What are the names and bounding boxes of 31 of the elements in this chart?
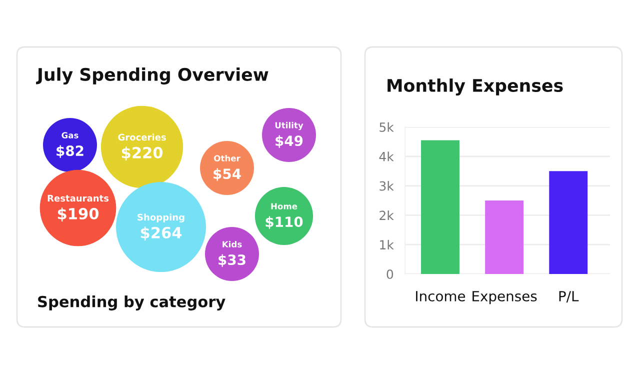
x-tick-label: P/L bbox=[559, 291, 579, 303]
chart-title: Monthly Expenses bbox=[388, 78, 563, 96]
x-tick-label: Income bbox=[416, 291, 466, 302]
text: July Spending Overview bbox=[36, 68, 268, 84]
category-label: Other bbox=[214, 154, 240, 162]
category-label: Shopping bbox=[138, 214, 184, 222]
data-label: $54 bbox=[214, 168, 241, 181]
data-label: $190 bbox=[58, 208, 99, 222]
x-tick-label: Expenses bbox=[472, 291, 537, 304]
bar bbox=[549, 171, 588, 274]
y-tick-label: 3k bbox=[380, 181, 394, 191]
category-label: Utility bbox=[275, 122, 304, 130]
category-label: Kids bbox=[222, 240, 242, 248]
data-label: $110 bbox=[266, 216, 303, 229]
data-label: $82 bbox=[56, 145, 84, 158]
category-label: Gas bbox=[62, 132, 78, 138]
data-label: $33 bbox=[218, 254, 246, 267]
category-label: Restaurants bbox=[48, 194, 109, 202]
data-label: $220 bbox=[122, 146, 163, 160]
data-label: $264 bbox=[140, 226, 182, 240]
data-label: $49 bbox=[276, 135, 303, 148]
y-tick-label: 0 bbox=[386, 269, 394, 279]
category-label: Home bbox=[271, 203, 298, 210]
bar bbox=[485, 200, 524, 274]
y-tick-label: 1k bbox=[380, 240, 394, 250]
y-tick-label: 5k bbox=[380, 122, 394, 132]
y-tick-label: 4k bbox=[379, 152, 394, 162]
y-tick-label: 2k bbox=[380, 210, 394, 220]
text: Spending by category bbox=[38, 296, 226, 310]
bar bbox=[421, 140, 460, 274]
category-label: Groceries bbox=[118, 134, 166, 141]
